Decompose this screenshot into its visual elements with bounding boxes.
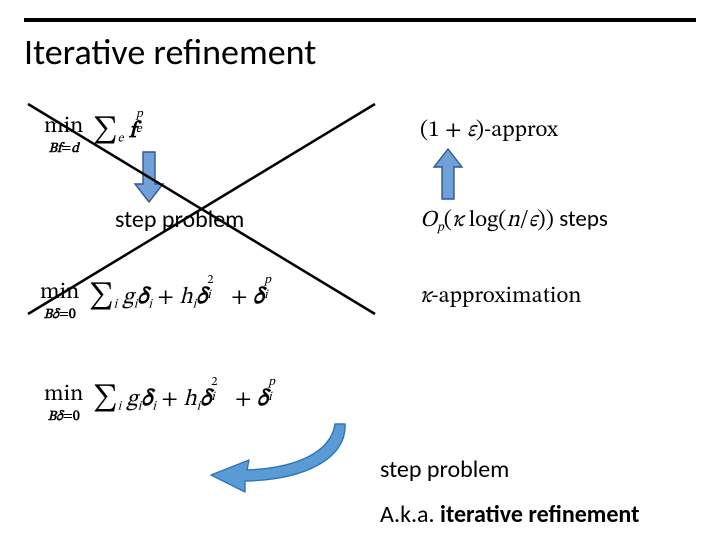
aka-bold: iterative refinement bbox=[440, 500, 639, 529]
aka-prefix: A.k.a. bbox=[380, 500, 440, 529]
steps-count: Op(κ log(n/ϵ)) steps bbox=[420, 205, 608, 236]
kappa-approx: κ-approximation bbox=[420, 282, 582, 311]
curved-arrow-icon bbox=[175, 418, 355, 499]
aka-line: A.k.a. iterative refinement bbox=[380, 500, 639, 529]
title-rule bbox=[24, 18, 696, 22]
slide: Iterative refinement min Bf=d ∑e fpe (1 … bbox=[0, 0, 720, 540]
formula-2: min Bδ=0 ∑i giδi + hiδ2i + δpi bbox=[40, 278, 282, 324]
down-arrow-icon bbox=[133, 150, 165, 204]
page-title: Iterative refinement bbox=[24, 30, 316, 74]
step-problem-label-1: step problem bbox=[115, 205, 244, 234]
approx-eps: (1 + ε)-approx bbox=[420, 116, 558, 145]
step-problem-label-2: step problem bbox=[380, 455, 509, 484]
up-arrow-icon bbox=[432, 147, 464, 201]
